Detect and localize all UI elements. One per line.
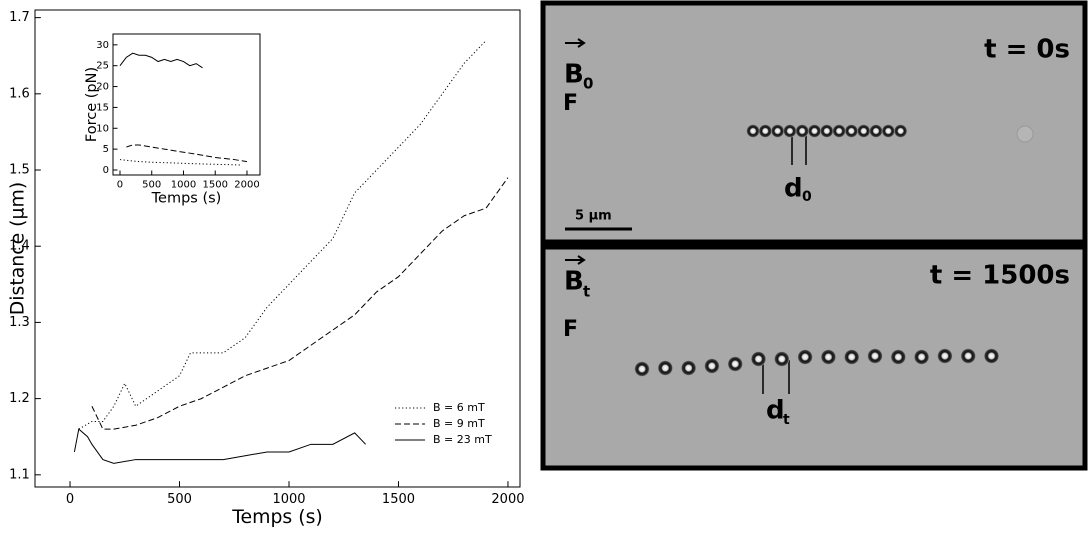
plot-area xyxy=(112,33,261,176)
x-tick-label: 1500 xyxy=(382,492,415,507)
y-tick-label: 25 xyxy=(96,61,109,72)
y-axis-title: Force (pN) xyxy=(84,67,100,142)
distance-label: d xyxy=(766,396,785,426)
x-tick-label: 0 xyxy=(117,180,123,191)
y-tick-label: 1.6 xyxy=(9,86,30,101)
bead-chain xyxy=(634,348,999,377)
distance-subscript: 0 xyxy=(802,189,812,205)
bead xyxy=(844,349,860,365)
x-tick-label: 500 xyxy=(167,492,192,507)
bead xyxy=(960,348,976,364)
time-label: t = 1500s xyxy=(930,261,1070,291)
line-series xyxy=(91,177,509,430)
y-tick-label: 20 xyxy=(96,82,109,93)
y-tick-label: 30 xyxy=(96,40,109,51)
x-axis-title: Temps (s) xyxy=(231,507,323,528)
force-label: F xyxy=(563,317,578,342)
legend-label: B = 9 mT xyxy=(433,417,485,430)
vector-arrow xyxy=(565,38,586,48)
line-series xyxy=(126,144,248,163)
bead xyxy=(774,351,790,367)
bead-chain xyxy=(746,124,908,138)
distance-subscript: t xyxy=(783,412,790,428)
bead xyxy=(914,349,930,365)
chart: 0 500 1000 1500 2000 0 5 10 15 20 25 30 Temps (s) For… xyxy=(84,33,261,207)
bead xyxy=(832,124,846,138)
bead xyxy=(797,349,813,365)
chart: 0 500 1000 1500 20001.11.21.31.41.51.61.7Tem… xyxy=(8,9,525,528)
distance-marker xyxy=(762,360,790,394)
bead xyxy=(820,124,834,138)
x-tick-label: 0 xyxy=(66,492,74,507)
bead xyxy=(758,124,772,138)
y-tick-label: 5 xyxy=(103,144,109,155)
bead xyxy=(808,124,821,138)
bead xyxy=(751,351,766,367)
y-tick-label: 1.2 xyxy=(9,391,30,406)
x-tick-label: 500 xyxy=(142,180,161,191)
bead xyxy=(867,348,883,364)
time-label: t = 0s xyxy=(984,35,1070,65)
bead xyxy=(746,124,760,138)
vector-subscript: t xyxy=(583,283,590,301)
bead xyxy=(881,124,895,138)
scale-label: 5 µm xyxy=(575,209,612,224)
vector-label: B xyxy=(564,60,584,90)
y-tick-label: 10 xyxy=(96,123,109,134)
y-tick-label: 1.3 xyxy=(9,315,30,330)
x-tick-label: 1000 xyxy=(272,492,305,507)
bead xyxy=(681,360,697,376)
x-tick-label: 1500 xyxy=(203,180,228,191)
y-tick-label: 1.5 xyxy=(9,163,30,178)
x-tick-label: 1000 xyxy=(171,180,196,191)
image-panel xyxy=(540,0,1088,245)
bead xyxy=(984,348,999,364)
distance-label: d xyxy=(784,174,803,204)
bead xyxy=(869,124,883,138)
bead xyxy=(844,124,858,138)
line-series xyxy=(119,52,203,69)
particle xyxy=(1016,125,1034,143)
bead xyxy=(727,356,743,372)
vector-subscript: 0 xyxy=(583,75,593,93)
x-tick-label: 2000 xyxy=(491,492,524,507)
legend-label: B = 6 mT xyxy=(433,401,485,414)
vector-arrow xyxy=(565,255,586,265)
bead xyxy=(857,124,871,138)
legend-label: B = 23 mT xyxy=(433,433,492,446)
bead xyxy=(771,124,785,138)
bead xyxy=(890,349,906,365)
x-axis-title: Temps (s) xyxy=(151,191,222,207)
bead xyxy=(894,124,908,138)
force-label: F xyxy=(563,91,578,116)
plot-area xyxy=(34,9,521,488)
line-series xyxy=(119,159,241,166)
bead xyxy=(704,358,720,374)
y-tick-label: 15 xyxy=(96,102,109,113)
y-tick-label: 1.4 xyxy=(9,239,30,254)
bead xyxy=(937,348,953,364)
y-axis-title: Distance (µm) xyxy=(8,182,29,315)
bead xyxy=(657,360,673,376)
bead xyxy=(820,349,836,365)
line-series xyxy=(73,428,366,464)
vector-label: B xyxy=(564,267,584,297)
bead xyxy=(783,124,797,138)
bead xyxy=(634,361,650,377)
y-tick-label: 0 xyxy=(103,165,109,176)
y-tick-label: 1.7 xyxy=(9,10,30,25)
y-tick-label: 1.1 xyxy=(9,467,30,482)
bead xyxy=(795,124,809,138)
x-tick-label: 2000 xyxy=(234,180,259,191)
